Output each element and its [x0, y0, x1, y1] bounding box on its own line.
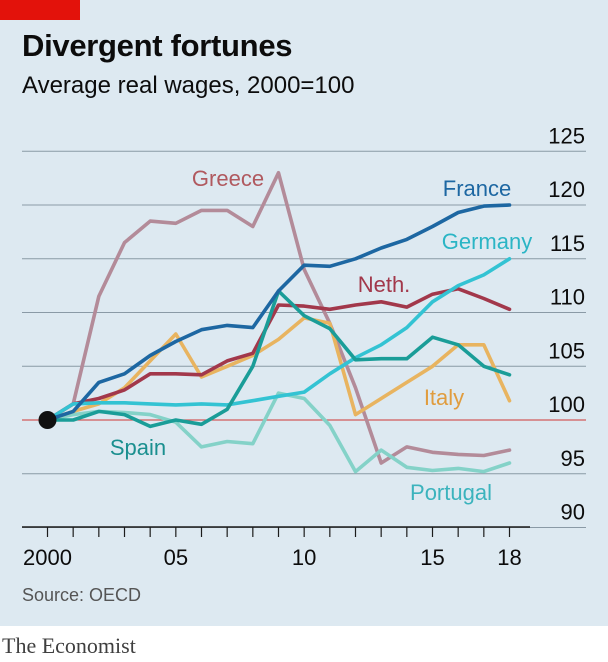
brand-red-tag — [0, 0, 80, 20]
x-tick-label-2005: 05 — [164, 545, 188, 570]
y-tick-label-120: 120 — [548, 177, 585, 202]
x-tick-label-2010: 10 — [292, 545, 316, 570]
series-line-greece — [45, 171, 512, 465]
x-tick-label-2018: 18 — [497, 545, 521, 570]
y-tick-label-105: 105 — [548, 338, 585, 363]
x-tick-label-2000: 2000 — [23, 545, 72, 570]
brand-wordmark: The Economist — [2, 633, 136, 658]
y-tick-label-125: 125 — [548, 123, 585, 148]
series-line-germany — [45, 256, 512, 422]
y-tick-label-90: 90 — [561, 500, 585, 525]
y-tick-label-100: 100 — [548, 392, 585, 417]
source-note: Source: OECD — [22, 585, 142, 605]
y-tick-label-95: 95 — [561, 446, 585, 471]
series-label-france: France — [443, 176, 511, 201]
start-marker-dot — [38, 411, 57, 429]
series-line-neth — [45, 286, 512, 422]
series-line-portugal — [45, 391, 512, 474]
series-label-portugal: Portugal — [410, 480, 492, 505]
series-line-france — [45, 203, 512, 422]
series-label-greece: Greece — [192, 166, 264, 191]
y-tick-label-115: 115 — [550, 231, 585, 256]
series-label-italy: Italy — [424, 385, 464, 410]
line-chart: 90 95 100 105 110 115 120 125 2000 05 10 15 18 Greece… — [22, 123, 586, 570]
chart-title: Divergent fortunes — [22, 28, 293, 63]
series-label-spain: Spain — [110, 435, 166, 460]
x-tick-label-2015: 15 — [420, 545, 444, 570]
chart-subtitle: Average real wages, 2000=100 — [22, 72, 355, 99]
series-label-neth: Neth. — [358, 272, 411, 297]
y-tick-label-110: 110 — [550, 285, 585, 310]
series-label-germany: Germany — [442, 229, 532, 254]
